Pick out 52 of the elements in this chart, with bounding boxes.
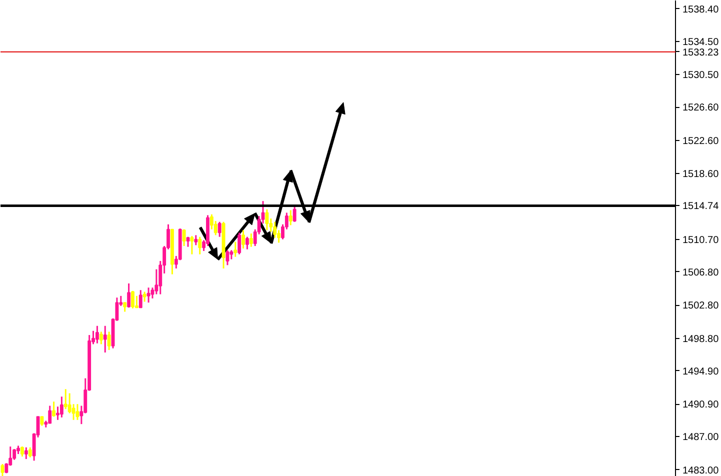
candlestick xyxy=(123,302,127,312)
y-tick-label: 1490.90 xyxy=(682,400,720,411)
y-tick-label: 1526.60 xyxy=(682,102,720,114)
candlestick xyxy=(24,446,28,460)
candlestick xyxy=(194,234,198,246)
y-tick-label: 1534.50 xyxy=(682,36,720,48)
candlestick xyxy=(76,403,80,421)
y-tick-label: 1487.00 xyxy=(682,432,720,444)
y-tick-label: 1522.60 xyxy=(682,136,720,147)
candlestick xyxy=(245,236,249,250)
candlestick xyxy=(127,282,131,308)
y-tick-label: 1498.80 xyxy=(682,334,720,345)
y-tick-label: 1530.50 xyxy=(682,70,720,82)
ref-line-label: 1533.23 xyxy=(682,47,720,58)
candlestick xyxy=(230,249,234,260)
candlestick xyxy=(131,290,134,310)
y-tick-label: 1502.80 xyxy=(682,300,720,312)
y-tick-label: 1510.70 xyxy=(682,234,720,246)
candlestick xyxy=(265,208,269,231)
y-tick-label: 1483.00 xyxy=(682,465,720,476)
candlestick xyxy=(234,241,238,258)
candlestick xyxy=(0,463,4,476)
candlestick xyxy=(107,330,111,351)
candlestick xyxy=(60,396,64,418)
candlestick xyxy=(20,446,24,458)
candlestick xyxy=(64,388,68,410)
candlestick xyxy=(242,229,245,250)
y-tick-label: 1506.80 xyxy=(682,267,720,278)
candlestick xyxy=(52,400,56,418)
candlestick xyxy=(103,325,107,354)
candlestick xyxy=(142,291,146,302)
candlestick xyxy=(95,325,99,344)
candlestick xyxy=(238,232,242,256)
candlestick xyxy=(28,446,32,458)
candlestick xyxy=(198,236,202,256)
y-tick-label: 1538.40 xyxy=(682,4,720,16)
candlestick xyxy=(218,221,222,238)
candlestick xyxy=(40,416,44,426)
candlestick xyxy=(134,295,138,308)
candlestick xyxy=(249,232,253,248)
candlestick xyxy=(99,330,103,345)
candlestick xyxy=(273,221,277,238)
candlestick xyxy=(146,286,150,304)
y-tick-label: 1518.60 xyxy=(682,169,720,180)
candlestick xyxy=(288,209,292,226)
candlestick xyxy=(292,206,296,223)
candlestick xyxy=(48,405,52,424)
y-tick-label: 1494.90 xyxy=(682,366,720,378)
ref-line-label: 1514.74 xyxy=(682,201,720,212)
candlestick xyxy=(138,289,142,308)
candlestick xyxy=(190,235,194,256)
candlestick xyxy=(182,228,186,247)
